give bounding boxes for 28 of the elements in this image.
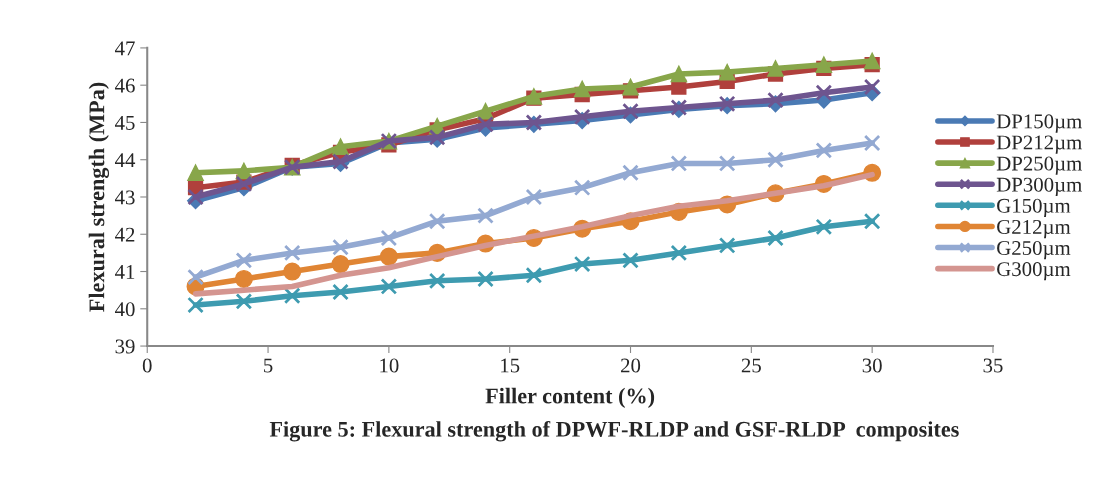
legend-label: DP250µm (996, 156, 1082, 175)
y-tick-label: 46 (115, 78, 135, 93)
x-tick-label: 15 (501, 358, 520, 373)
y-tick-label: 41 (115, 265, 135, 279)
y-tick-label: 40 (115, 302, 135, 317)
legend-label: DP300µm (996, 177, 1082, 196)
x-tick-label: 10 (380, 358, 399, 373)
y-tick-label: 47 (115, 41, 135, 56)
legend-label: G300µm (997, 262, 1071, 281)
x-tick-label: 25 (741, 358, 761, 373)
legend-label: G150µm (997, 198, 1071, 218)
legend-label: DP150µm (996, 114, 1082, 133)
x-tick-label: 20 (621, 358, 641, 373)
text: Figure 5: Flexural strength of DPWF-RLDP and GSF-RLDP composites (269, 420, 959, 442)
legend-label: DP212µm (996, 135, 1082, 154)
legend-label: G212µm (997, 219, 1071, 239)
x-axis-title: Filler content (%) (485, 387, 655, 409)
x-tick-label: 35 (983, 358, 1003, 373)
x-tick-label: 5 (264, 358, 273, 373)
y-tick-label: 42 (115, 227, 135, 242)
y-tick-label: 43 (115, 190, 135, 205)
x-tick-label: 30 (862, 358, 882, 373)
y-tick-label: 39 (115, 339, 135, 354)
legend-label: G250µm (997, 240, 1071, 260)
y-tick-label: 44 (115, 153, 136, 167)
x-tick-label: 0 (142, 358, 152, 373)
y-axis-title: Flexural strength (MPa) (88, 82, 110, 312)
y-tick-label: 45 (115, 115, 135, 130)
